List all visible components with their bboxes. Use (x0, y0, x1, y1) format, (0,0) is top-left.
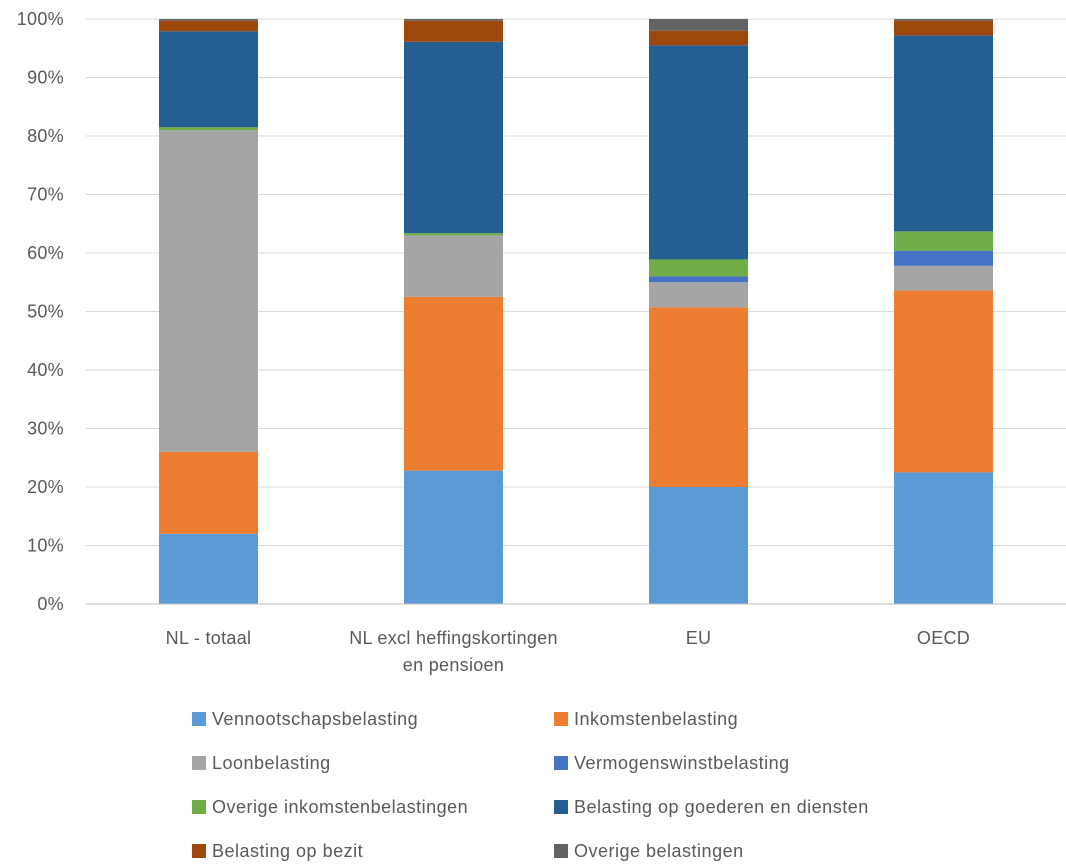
legend-item: Belasting op goederen en diensten (554, 794, 934, 820)
bar-segment (649, 276, 748, 283)
bar-segment (404, 235, 503, 297)
x-tick-label: NL - totaal (166, 628, 252, 648)
bar-segment (159, 533, 258, 604)
legend-label: Overige inkomstenbelastingen (212, 796, 469, 817)
y-axis-tick-labels: 0% 10% 20% 30% 40% 50% 60% 70% 80% 90% 100% (17, 9, 64, 614)
bar-segment (649, 282, 748, 308)
bar-segment (159, 31, 258, 128)
bar-segment (159, 20, 258, 32)
x-tick-label: NL excl heffingskortingen (349, 628, 558, 648)
bars (159, 19, 993, 604)
bar-segment (404, 296, 503, 471)
bar-segment (649, 487, 748, 604)
bar-segment (159, 130, 258, 452)
legend-label: Vermogenswinstbelasting (574, 752, 790, 773)
legend: Vennootschapsbelasting Inkomstenbelasting… (192, 706, 952, 864)
bar-segment (404, 19, 503, 21)
bar-segment (649, 19, 748, 31)
legend-label: Inkomstenbelasting (574, 708, 739, 729)
y-tick-label: 80% (27, 126, 64, 146)
legend-swatch (554, 800, 568, 814)
legend-label: Vennootschapsbelasting (212, 708, 419, 729)
bar-segment (649, 30, 748, 46)
y-tick-label: 100% (17, 9, 64, 29)
bar-segment (894, 19, 993, 21)
y-tick-label: 60% (27, 243, 64, 263)
x-tick-label: EU (686, 628, 712, 648)
legend-item: Inkomstenbelasting (554, 706, 934, 732)
bar-segment (894, 20, 993, 36)
bar-segment (894, 231, 993, 251)
legend-swatch (554, 756, 568, 770)
bar-segment (649, 307, 748, 487)
x-axis-tick-labels: NL - totaal NL excl heffingskortingen en p… (166, 628, 970, 675)
bar-segment (894, 265, 993, 291)
x-tick-label: OECD (917, 628, 970, 648)
legend-item: Belasting op bezit (192, 838, 554, 864)
bar-segment (404, 470, 503, 604)
legend-label: Loonbelasting (212, 752, 331, 773)
bar-segment (649, 45, 748, 260)
bar-segment (894, 290, 993, 473)
legend-item: Vennootschapsbelasting (192, 706, 554, 732)
y-tick-label: 30% (27, 419, 64, 439)
y-tick-label: 70% (27, 185, 64, 205)
bar-segment (404, 41, 503, 234)
legend-swatch (192, 844, 206, 858)
x-tick-label: en pensioen (403, 655, 504, 675)
y-tick-label: 40% (27, 360, 64, 380)
legend-swatch (554, 712, 568, 726)
legend-item: Overige belastingen (554, 838, 934, 864)
legend-label: Belasting op goederen en diensten (574, 796, 869, 817)
bar-segment (159, 127, 258, 131)
y-tick-label: 10% (27, 536, 64, 556)
bar-segment (404, 233, 503, 236)
legend-label: Overige belastingen (574, 840, 744, 861)
legend-item: Overige inkomstenbelastingen (192, 794, 554, 820)
y-tick-label: 90% (27, 68, 64, 88)
bar-segment (894, 250, 993, 266)
y-tick-label: 0% (37, 594, 64, 614)
bar-segment (649, 259, 748, 277)
legend-label: Belasting op bezit (212, 840, 364, 861)
bar-segment (159, 451, 258, 534)
bar-segment (894, 472, 993, 604)
bar-segment (404, 20, 503, 42)
legend-swatch (554, 844, 568, 858)
legend-item: Loonbelasting (192, 750, 554, 776)
bar-segment (159, 19, 258, 21)
legend-item: Vermogenswinstbelasting (554, 750, 934, 776)
y-tick-label: 20% (27, 477, 64, 497)
legend-swatch (192, 800, 206, 814)
y-tick-label: 50% (27, 302, 64, 322)
legend-swatch (192, 756, 206, 770)
legend-swatch (192, 712, 206, 726)
bar-segment (894, 35, 993, 232)
